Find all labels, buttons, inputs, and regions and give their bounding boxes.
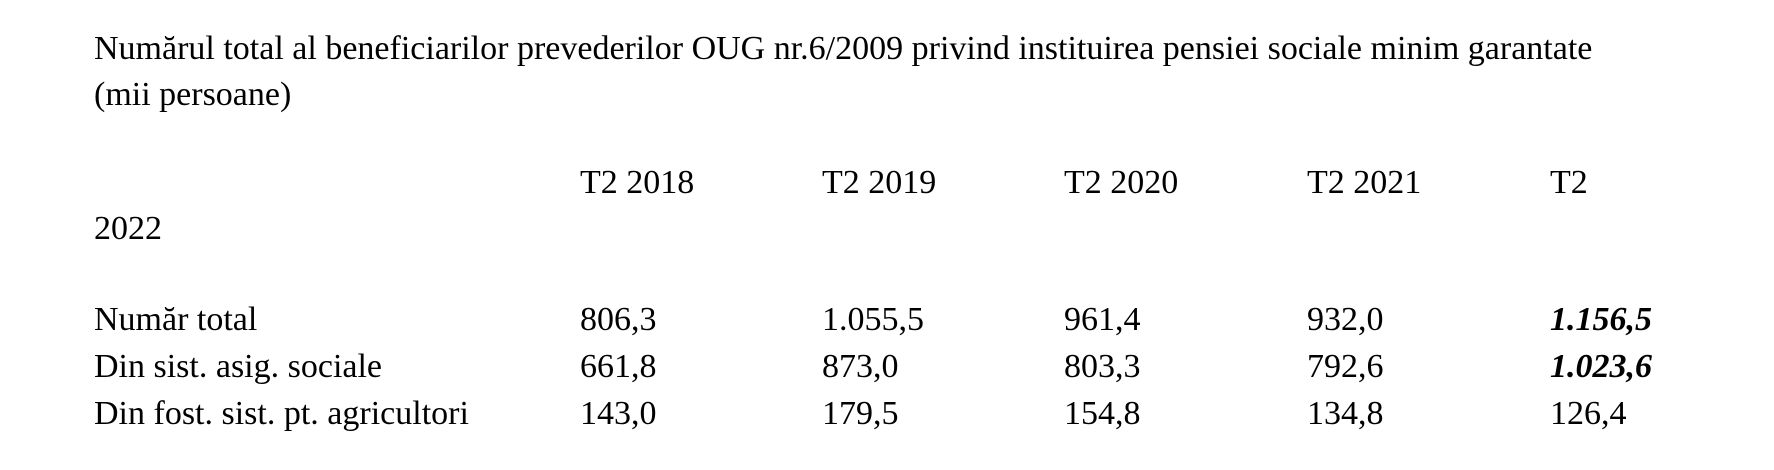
cell: 134,8 xyxy=(1307,395,1384,432)
row-label: Din fost. sist. pt. agricultori xyxy=(94,395,469,432)
cell: 179,5 xyxy=(822,395,899,432)
cell: 792,6 xyxy=(1307,348,1384,385)
column-header: T2 2021 xyxy=(1307,164,1422,201)
cell: 143,0 xyxy=(580,395,657,432)
row-label: Număr total xyxy=(94,301,258,338)
column-header-overflow: 2022 xyxy=(94,210,162,247)
document-title: Numărul total al beneficiarilor preveder… xyxy=(94,30,1593,113)
column-header: T2 2019 xyxy=(822,164,937,201)
cell: 961,4 xyxy=(1064,301,1141,338)
cell: 932,0 xyxy=(1307,301,1384,338)
column-header: T2 2020 xyxy=(1064,164,1179,201)
cell: 126,4 xyxy=(1550,395,1627,432)
cell: 873,0 xyxy=(822,348,899,385)
cell: 1.023,6 xyxy=(1550,348,1652,385)
cell: 1.156,5 xyxy=(1550,301,1652,338)
column-header: T2 xyxy=(1550,164,1588,201)
cell: 803,3 xyxy=(1064,348,1141,385)
cell: 1.055,5 xyxy=(822,301,924,338)
cell: 806,3 xyxy=(580,301,657,338)
row-label: Din sist. asig. sociale xyxy=(94,348,383,385)
cell: 661,8 xyxy=(580,348,657,385)
column-header: T2 2018 xyxy=(580,164,695,201)
cell: 154,8 xyxy=(1064,395,1141,432)
